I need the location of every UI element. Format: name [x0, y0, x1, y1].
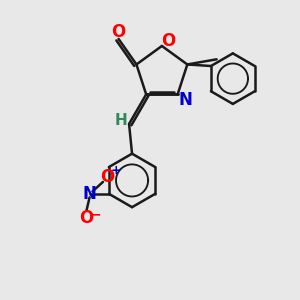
Text: H: H — [114, 113, 127, 128]
Text: N: N — [178, 91, 192, 109]
Text: +: + — [110, 164, 121, 177]
Text: O: O — [100, 168, 115, 186]
Text: N: N — [82, 185, 97, 203]
Text: −: − — [89, 208, 101, 222]
Text: O: O — [80, 209, 94, 227]
Text: O: O — [161, 32, 176, 50]
Text: O: O — [111, 23, 126, 41]
